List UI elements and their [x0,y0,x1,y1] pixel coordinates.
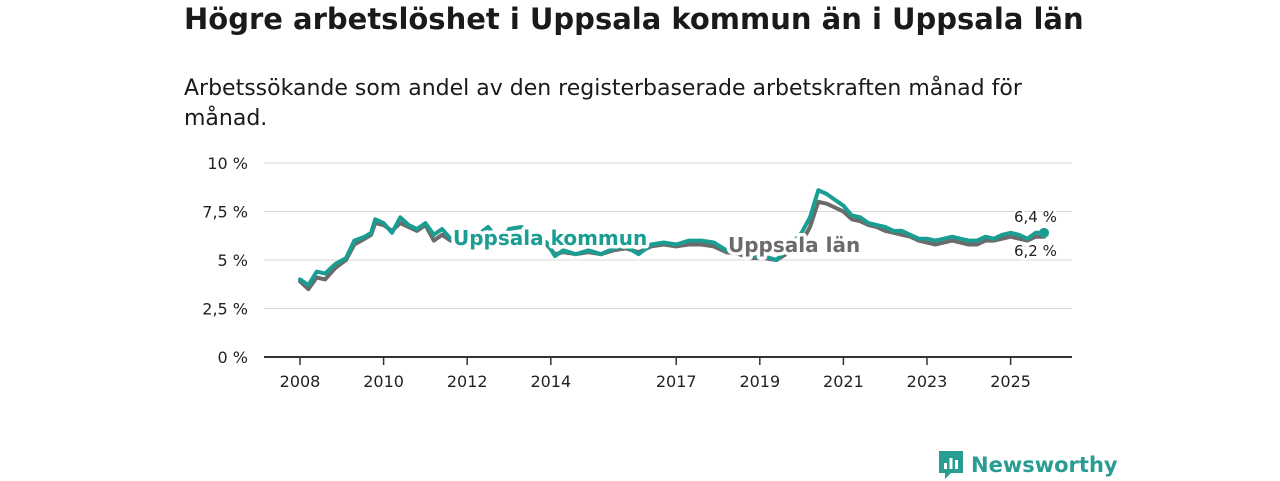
newsworthy-logo-icon [939,451,963,479]
series-label-uppsala-lan: Uppsala län [728,233,860,257]
end-label-uppsala-kommun: 6,4 % [1014,208,1057,226]
x-tick-label: 2019 [739,372,780,391]
series-line-uppsala-kommun [298,188,1046,288]
y-tick-label: 2,5 % [202,300,248,319]
x-tick-label: 2012 [447,372,488,391]
x-tick-label: 2025 [990,372,1031,391]
x-tick-label: 2010 [363,372,404,391]
y-tick-label: 5 % [218,251,248,270]
chart-subtitle: Arbetssökande som andel av den registerb… [184,76,1022,131]
chart-title: Högre arbetslöshet i Uppsala kommun än i… [184,2,1084,36]
series-lines [298,188,1050,292]
newsworthy-logo-text: Newsworthy [971,453,1118,477]
y-tick-label: 7,5 % [202,203,248,222]
y-tick-label: 0 % [218,348,248,367]
series-label-uppsala-kommun: Uppsala kommun [453,226,647,250]
x-axis-ticks: 2008 2010 2012 2014 2017 2019 2021 2023 2025 [280,357,1031,391]
x-tick-label: 2008 [280,372,321,391]
end-label-uppsala-lan: 6,2 % [1014,242,1057,260]
x-tick-label: 2021 [823,372,864,391]
x-tick-label: 2014 [530,372,571,391]
series-labels: Uppsala kommun Uppsala län 6,4 % 6,2 % [450,206,1059,262]
y-axis-ticks: 0 % 2,5 % 5 % 7,5 % 10 % [202,154,248,367]
x-tick-label: 2017 [656,372,697,391]
gridlines [264,162,1072,358]
newsworthy-logo: Newsworthy [937,449,1118,481]
y-tick-label: 10 % [207,154,248,173]
end-point-uppsala-kommun [1039,227,1050,238]
x-tick-label: 2023 [907,372,948,391]
line-chart: 0 % 2,5 % 5 % 7,5 % 10 % 2008 2010 2012 2014 201… [202,154,1072,391]
